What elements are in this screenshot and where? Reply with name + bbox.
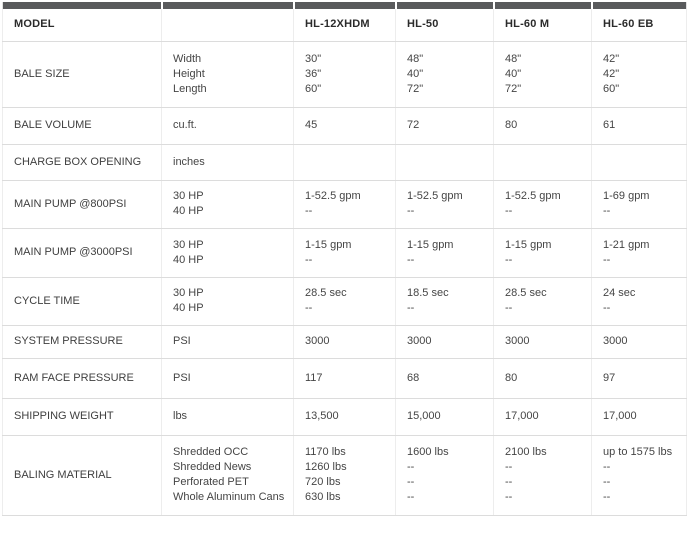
- row-sublabels: PSI: [161, 324, 294, 359]
- cell-value: 3000: [493, 324, 592, 359]
- cell-value: 17,000: [493, 397, 592, 436]
- row-sublabels: 30 HP 40 HP: [161, 276, 294, 326]
- table-row-bale-size: BALE SIZE Width Height Length 30" 36" 60…: [2, 40, 687, 108]
- cell-value: 97: [591, 357, 687, 399]
- cell-value: 1-21 gpm --: [591, 227, 687, 278]
- topbar-segment: [394, 2, 494, 9]
- row-sublabels: cu.ft.: [161, 106, 294, 145]
- cell-value: 3000: [395, 324, 494, 359]
- cell-value: 13,500: [293, 397, 396, 436]
- cell-value: 68: [395, 357, 494, 399]
- row-sublabels: 30 HP 40 HP: [161, 179, 294, 229]
- table-row-ram-face-pressure: RAM FACE PRESSURE PSI 117 68 80 97: [2, 357, 687, 399]
- table-top-bar: [2, 2, 687, 9]
- table-row-bale-volume: BALE VOLUME cu.ft. 45 72 80 61: [2, 106, 687, 145]
- cell-value: 1-69 gpm --: [591, 179, 687, 229]
- table-row-baling-material: BALING MATERIAL Shredded OCC Shredded Ne…: [2, 434, 687, 516]
- header-row: MODEL HL-12XHDM HL-50 HL-60 M HL-60 EB: [2, 9, 687, 42]
- cell-value: 117: [293, 357, 396, 399]
- cell-value: [395, 143, 494, 181]
- baler-spec-table: MODEL HL-12XHDM HL-50 HL-60 M HL-60 EB B…: [2, 2, 687, 516]
- cell-value: 28.5 sec --: [493, 276, 592, 326]
- table-row-cycle-time: CYCLE TIME 30 HP 40 HP 28.5 sec -- 18.5 …: [2, 276, 687, 326]
- topbar-segment: [292, 2, 396, 9]
- row-label: CHARGE BOX OPENING: [2, 143, 162, 181]
- cell-value: 3000: [591, 324, 687, 359]
- table-row-main-pump-800psi: MAIN PUMP @800PSI 30 HP 40 HP 1-52.5 gpm…: [2, 179, 687, 229]
- header-model-label: MODEL: [2, 9, 162, 42]
- header-model-hl12xhdm: HL-12XHDM: [293, 9, 396, 42]
- cell-value: 42" 42" 60": [591, 40, 687, 108]
- row-label: BALE VOLUME: [2, 106, 162, 145]
- row-label: BALING MATERIAL: [2, 434, 162, 516]
- cell-value: 1600 lbs -- -- --: [395, 434, 494, 516]
- cell-value: 72: [395, 106, 494, 145]
- table-row-shipping-weight: SHIPPING WEIGHT lbs 13,500 15,000 17,000…: [2, 397, 687, 436]
- row-label: SHIPPING WEIGHT: [2, 397, 162, 436]
- cell-value: 45: [293, 106, 396, 145]
- spec-table-container: MODEL HL-12XHDM HL-50 HL-60 M HL-60 EB B…: [2, 2, 687, 516]
- cell-value: 3000: [293, 324, 396, 359]
- row-sublabels: Shredded OCC Shredded News Perforated PE…: [161, 434, 294, 516]
- header-model-hl60m: HL-60 M: [493, 9, 592, 42]
- row-sublabels: lbs: [161, 397, 294, 436]
- cell-value: 48" 40" 72": [395, 40, 494, 108]
- row-sublabels: Width Height Length: [161, 40, 294, 108]
- table-row-system-pressure: SYSTEM PRESSURE PSI 3000 3000 3000 3000: [2, 324, 687, 359]
- row-sublabels: inches: [161, 143, 294, 181]
- cell-value: 2100 lbs -- -- --: [493, 434, 592, 516]
- row-sublabels: PSI: [161, 357, 294, 399]
- cell-value: 1-52.5 gpm --: [395, 179, 494, 229]
- cell-value: [493, 143, 592, 181]
- row-label: MAIN PUMP @3000PSI: [2, 227, 162, 278]
- cell-value: 1-52.5 gpm --: [293, 179, 396, 229]
- row-label: SYSTEM PRESSURE: [2, 324, 162, 359]
- cell-value: 61: [591, 106, 687, 145]
- cell-value: 30" 36" 60": [293, 40, 396, 108]
- topbar-segment: [590, 2, 687, 9]
- cell-value: up to 1575 lbs -- -- --: [591, 434, 687, 516]
- row-label: CYCLE TIME: [2, 276, 162, 326]
- topbar-segment: [160, 2, 294, 9]
- cell-value: 15,000: [395, 397, 494, 436]
- cell-value: [293, 143, 396, 181]
- cell-value: 1-15 gpm --: [395, 227, 494, 278]
- row-label: RAM FACE PRESSURE: [2, 357, 162, 399]
- header-model-hl50: HL-50: [395, 9, 494, 42]
- cell-value: 24 sec --: [591, 276, 687, 326]
- header-model-hl60eb: HL-60 EB: [591, 9, 687, 42]
- cell-value: 80: [493, 106, 592, 145]
- table-row-charge-box-opening: CHARGE BOX OPENING inches: [2, 143, 687, 181]
- header-spacer: [161, 9, 294, 42]
- cell-value: 17,000: [591, 397, 687, 436]
- topbar-segment: [492, 2, 592, 9]
- cell-value: 1-15 gpm --: [293, 227, 396, 278]
- row-label: MAIN PUMP @800PSI: [2, 179, 162, 229]
- cell-value: [591, 143, 687, 181]
- cell-value: 18.5 sec --: [395, 276, 494, 326]
- row-sublabels: 30 HP 40 HP: [161, 227, 294, 278]
- row-label: BALE SIZE: [2, 40, 162, 108]
- cell-value: 80: [493, 357, 592, 399]
- cell-value: 1170 lbs 1260 lbs 720 lbs 630 lbs: [293, 434, 396, 516]
- cell-value: 28.5 sec --: [293, 276, 396, 326]
- table-row-main-pump-3000psi: MAIN PUMP @3000PSI 30 HP 40 HP 1-15 gpm …: [2, 227, 687, 278]
- cell-value: 1-15 gpm --: [493, 227, 592, 278]
- cell-value: 48" 40" 72": [493, 40, 592, 108]
- cell-value: 1-52.5 gpm --: [493, 179, 592, 229]
- topbar-segment: [2, 2, 162, 9]
